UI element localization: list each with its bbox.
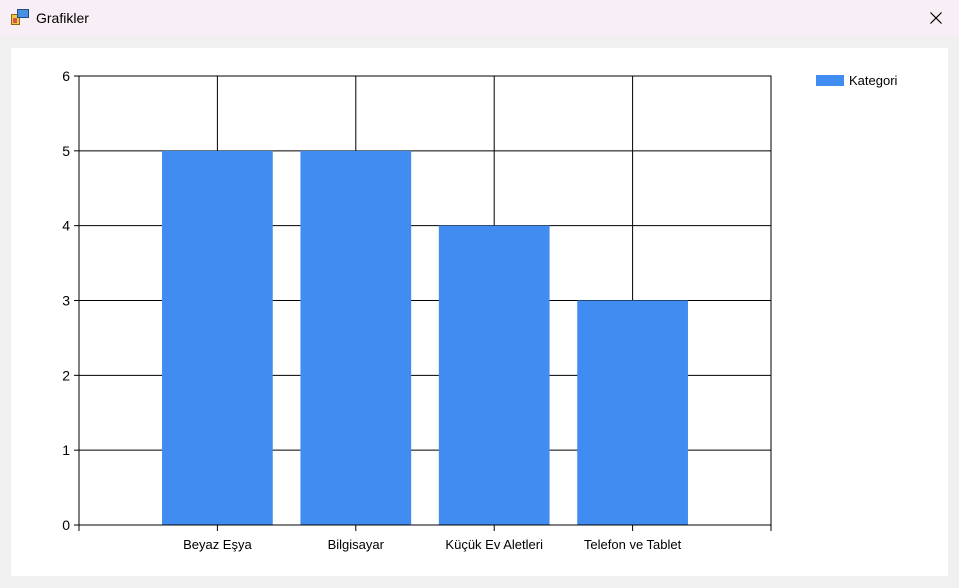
bar-2 bbox=[300, 150, 412, 525]
legend-label: Kategori bbox=[849, 73, 898, 88]
y-tick-label: 3 bbox=[62, 293, 70, 309]
bar-chart: 0 1 2 3 4 5 6 Beyaz Eşya Bilgisayar Küçük Ev Alet… bbox=[62, 68, 772, 552]
x-tick-label: Telefon ve Tablet bbox=[584, 537, 682, 552]
bar-3 bbox=[438, 225, 550, 525]
x-tick-label: Bilgisayar bbox=[328, 537, 385, 552]
x-tick-label: Küçük Ev Aletleri bbox=[445, 537, 543, 552]
chart-legend: Kategori bbox=[816, 73, 897, 88]
y-tick-label: 1 bbox=[62, 442, 70, 458]
x-tick-label: Beyaz Eşya bbox=[183, 537, 252, 552]
y-tick-label: 2 bbox=[62, 367, 70, 383]
chart-panel: 0 1 2 3 4 5 6 Beyaz Eşya Bilgisayar Küçük Ev Alet… bbox=[11, 48, 948, 576]
y-tick-label: 5 bbox=[62, 143, 70, 159]
window-title: Grafikler bbox=[36, 10, 89, 26]
close-button[interactable] bbox=[913, 0, 959, 36]
bar-1 bbox=[162, 150, 273, 525]
close-icon bbox=[930, 12, 942, 24]
y-tick-label: 4 bbox=[62, 218, 70, 234]
title-bar[interactable]: Grafikler bbox=[0, 0, 959, 36]
bar-4 bbox=[577, 300, 688, 525]
y-tick-label: 0 bbox=[62, 517, 70, 533]
legend-swatch bbox=[816, 75, 844, 86]
y-tick-label: 6 bbox=[62, 68, 70, 84]
chart-app-icon bbox=[11, 9, 29, 25]
plot-area-border bbox=[78, 75, 772, 526]
